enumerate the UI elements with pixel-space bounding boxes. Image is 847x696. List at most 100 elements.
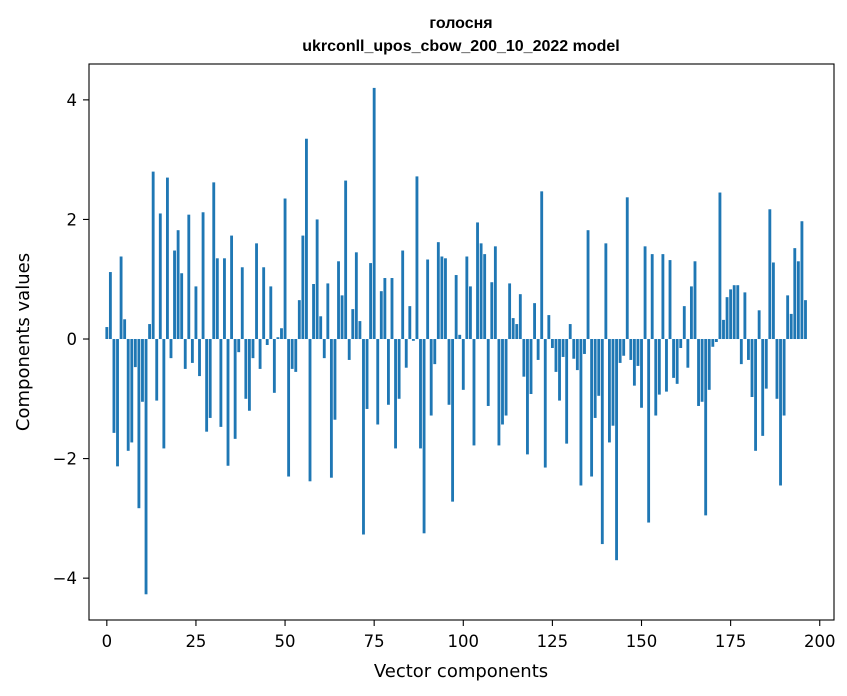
bar-component-157 bbox=[665, 339, 668, 392]
bar-component-89 bbox=[422, 339, 426, 534]
bar-component-169 bbox=[707, 339, 711, 390]
bar-component-32 bbox=[219, 339, 223, 427]
bar-component-101 bbox=[465, 256, 469, 340]
bar-component-87 bbox=[415, 176, 419, 340]
bar-component-109 bbox=[493, 246, 497, 340]
bar-component-23 bbox=[187, 214, 191, 340]
bar-component-103 bbox=[472, 339, 476, 446]
bar-component-62 bbox=[326, 283, 330, 340]
bar-component-129 bbox=[565, 339, 569, 444]
bar-component-162 bbox=[682, 306, 686, 340]
bar-component-194 bbox=[796, 261, 800, 340]
bar-component-116 bbox=[518, 294, 522, 340]
bar-component-55 bbox=[301, 235, 305, 340]
bar-component-80 bbox=[390, 278, 394, 340]
bar-component-81 bbox=[394, 339, 397, 449]
bar-component-163 bbox=[686, 339, 690, 368]
bar-component-105 bbox=[479, 243, 483, 340]
bar-component-153 bbox=[650, 254, 654, 340]
bar-component-143 bbox=[615, 339, 618, 561]
bar-component-181 bbox=[750, 339, 754, 397]
bar-component-2 bbox=[112, 339, 116, 433]
bar-component-145 bbox=[622, 339, 626, 356]
bar-component-22 bbox=[183, 339, 187, 369]
bar-component-120 bbox=[533, 303, 536, 340]
bar-component-133 bbox=[579, 339, 583, 486]
bar-component-128 bbox=[561, 339, 565, 357]
bar-component-98 bbox=[454, 275, 458, 340]
bar-component-132 bbox=[575, 339, 579, 371]
bar-component-19 bbox=[173, 250, 176, 340]
bar-component-125 bbox=[550, 339, 554, 348]
bar-component-20 bbox=[176, 230, 180, 340]
bar-component-118 bbox=[526, 339, 529, 455]
bar-component-84 bbox=[404, 339, 408, 368]
bar-component-149 bbox=[636, 339, 640, 366]
bar-component-195 bbox=[800, 221, 804, 340]
y-axis-ticks: −4 −2 0 2 4 bbox=[53, 91, 89, 588]
bar-component-86 bbox=[411, 339, 415, 341]
bar-component-184 bbox=[761, 339, 765, 436]
bar-component-78 bbox=[383, 278, 387, 340]
bar-component-63 bbox=[329, 339, 333, 478]
bar-component-138 bbox=[597, 339, 601, 396]
bar-component-182 bbox=[754, 339, 757, 451]
bar-component-24 bbox=[190, 339, 194, 363]
bar-component-25 bbox=[194, 286, 198, 340]
bar-component-3 bbox=[116, 339, 119, 467]
bar-component-175 bbox=[729, 289, 733, 340]
bar-component-154 bbox=[654, 339, 658, 416]
bar-component-83 bbox=[401, 250, 405, 340]
bar-component-73 bbox=[365, 339, 369, 409]
bar-component-190 bbox=[782, 339, 786, 416]
y-tick-label: 2 bbox=[67, 210, 78, 229]
bar-component-97 bbox=[451, 339, 455, 502]
bar-component-44 bbox=[262, 267, 266, 340]
bar-component-57 bbox=[308, 339, 312, 482]
bar-component-75 bbox=[372, 87, 376, 340]
bar-component-38 bbox=[240, 267, 244, 340]
bar-component-56 bbox=[305, 138, 308, 340]
bar-component-112 bbox=[504, 339, 508, 416]
bar-component-148 bbox=[632, 339, 636, 386]
bar-component-65 bbox=[337, 261, 340, 340]
bar-component-59 bbox=[315, 219, 319, 340]
x-tick-label: 175 bbox=[715, 632, 747, 651]
bar-component-160 bbox=[675, 339, 679, 384]
bar-component-159 bbox=[672, 339, 676, 378]
x-axis-label: Vector components bbox=[374, 661, 548, 682]
bar-component-96 bbox=[447, 339, 451, 405]
bar-component-64 bbox=[333, 339, 337, 420]
bar-component-4 bbox=[119, 256, 123, 340]
bar-component-72 bbox=[362, 339, 365, 535]
bar-component-178 bbox=[739, 339, 743, 365]
bar-component-53 bbox=[294, 339, 298, 372]
bar-component-54 bbox=[297, 300, 301, 340]
bar-component-88 bbox=[419, 339, 422, 449]
x-tick-label: 125 bbox=[537, 632, 569, 651]
bar-component-183 bbox=[757, 310, 761, 340]
bar-component-155 bbox=[657, 339, 661, 395]
bar-component-187 bbox=[771, 262, 775, 340]
bar-component-180 bbox=[747, 339, 750, 360]
bar-component-5 bbox=[123, 319, 127, 340]
bar-component-95 bbox=[444, 258, 447, 340]
bar-component-34 bbox=[226, 339, 230, 466]
bar-component-61 bbox=[322, 339, 326, 359]
bar-component-170 bbox=[711, 339, 715, 347]
bar-component-37 bbox=[237, 339, 241, 353]
bar-component-40 bbox=[247, 339, 251, 411]
bar-component-130 bbox=[568, 324, 572, 340]
bar-component-82 bbox=[397, 339, 401, 399]
bar-component-108 bbox=[490, 282, 494, 340]
bar-component-21 bbox=[180, 273, 184, 340]
bar-component-137 bbox=[593, 339, 597, 418]
bar-component-123 bbox=[543, 339, 547, 468]
bar-component-106 bbox=[483, 254, 487, 340]
bar-component-144 bbox=[618, 339, 622, 363]
bar-component-51 bbox=[287, 339, 291, 477]
bar-component-39 bbox=[244, 339, 248, 399]
bar-component-156 bbox=[661, 254, 665, 340]
